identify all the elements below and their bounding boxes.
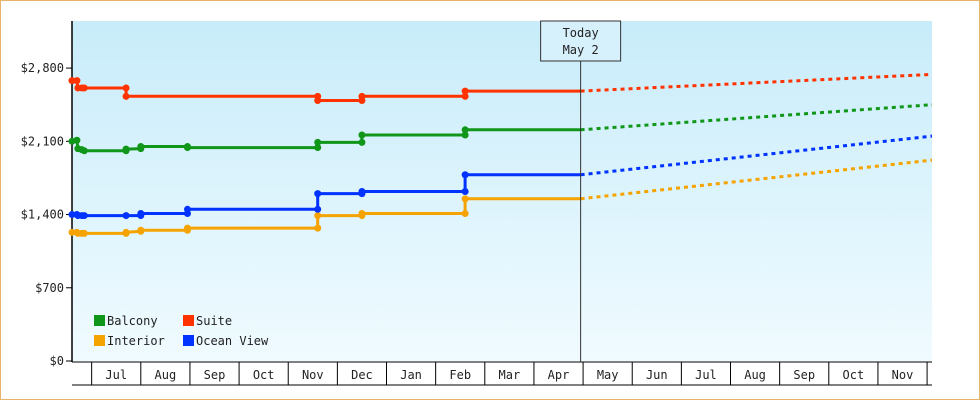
data-point-suite [122,84,130,92]
data-point-ocean-view [80,212,88,220]
today-marker: Today May 2 [540,20,622,362]
y-tick-label: $0 [50,354,64,368]
x-tick-label: Nov [302,368,324,382]
forecast-line-ocean-view [580,134,933,177]
y-tick-label: $700 [35,281,64,295]
x-tick-label: Dec [351,368,373,382]
legend: Balcony Suite Interior Ocean View [94,314,269,348]
x-axis-strip: Jul Aug Sep Oct Nov Dec Jan Feb Mar Apr May Jun Jul A… [72,361,932,386]
series-interior [68,158,933,237]
legend-label-ocean-view: Ocean View [196,334,269,348]
legend-swatch-ocean-view [183,335,194,346]
x-tick-label: Aug [155,368,177,382]
x-tick-label: Jan [400,368,422,382]
data-point-suite [122,92,130,100]
data-point-ocean-view [137,209,145,217]
data-point-interior [68,228,76,236]
x-tick-label: May [597,368,619,382]
data-point-balcony [80,147,88,155]
data-point-ocean-view [314,190,322,198]
x-tick-label: Sep [204,368,226,382]
series-balcony [68,103,933,155]
data-point-balcony [461,126,469,134]
data-point-balcony [314,144,322,152]
series-layer [68,72,933,237]
data-point-balcony [183,144,191,152]
data-point-interior [183,224,191,232]
data-point-ocean-view [314,205,322,213]
y-axis: $0 $700 $1,400 $2,100 $2,800 [21,21,73,368]
data-point-balcony [358,131,366,139]
data-point-suite [68,77,76,85]
legend-label-suite: Suite [196,314,232,328]
data-point-interior [314,212,322,220]
data-point-suite [461,87,469,95]
plot-background [72,21,932,361]
data-point-balcony [137,143,145,151]
x-tick-label: Sep [793,368,815,382]
x-tick-label: Apr [548,368,570,382]
today-date-label: May 2 [563,43,599,57]
x-tick-label: Jul [105,368,127,382]
data-point-suite [358,92,366,100]
series-suite [68,72,933,105]
data-point-interior [461,209,469,217]
data-point-interior [314,224,322,232]
data-point-interior [461,195,469,203]
data-point-suite [73,77,81,85]
data-point-suite [80,84,88,92]
data-point-balcony [461,131,469,139]
legend-label-balcony: Balcony [107,314,158,328]
data-point-ocean-view [68,211,76,219]
y-tick-label: $2,800 [21,61,64,75]
y-tick-label: $1,400 [21,208,64,222]
data-point-balcony [73,136,81,144]
data-point-suite [461,92,469,100]
data-point-ocean-view [461,188,469,196]
x-tick-label: Nov [892,368,914,382]
y-tick-label: $2,100 [21,134,64,148]
legend-label-interior: Interior [107,334,165,348]
forecast-line-balcony [580,103,933,132]
x-tick-label: Mar [499,368,521,382]
forecast-line-interior [580,158,933,201]
x-tick-label: Oct [253,368,275,382]
x-tick-label: Jul [695,368,717,382]
data-point-ocean-view [461,171,469,179]
legend-swatch-balcony [94,315,105,326]
x-tick-label: Oct [843,368,865,382]
series-ocean-view [68,134,933,220]
data-point-interior [122,228,130,236]
data-point-balcony [358,138,366,146]
x-tick-label: Aug [744,368,766,382]
legend-swatch-interior [94,335,105,346]
data-point-ocean-view [358,188,366,196]
data-point-suite [314,97,322,105]
data-point-balcony [122,145,130,153]
data-point-interior [137,226,145,234]
x-tick-label: Feb [449,368,471,382]
data-point-ocean-view [122,212,130,220]
today-label: Today [563,26,599,40]
today-box [540,20,622,62]
forecast-line-suite [580,72,933,93]
data-point-interior [80,229,88,237]
data-point-interior [358,209,366,217]
data-point-balcony [314,138,322,146]
data-point-ocean-view [183,205,191,213]
x-tick-label: Jun [646,368,668,382]
legend-swatch-suite [183,315,194,326]
